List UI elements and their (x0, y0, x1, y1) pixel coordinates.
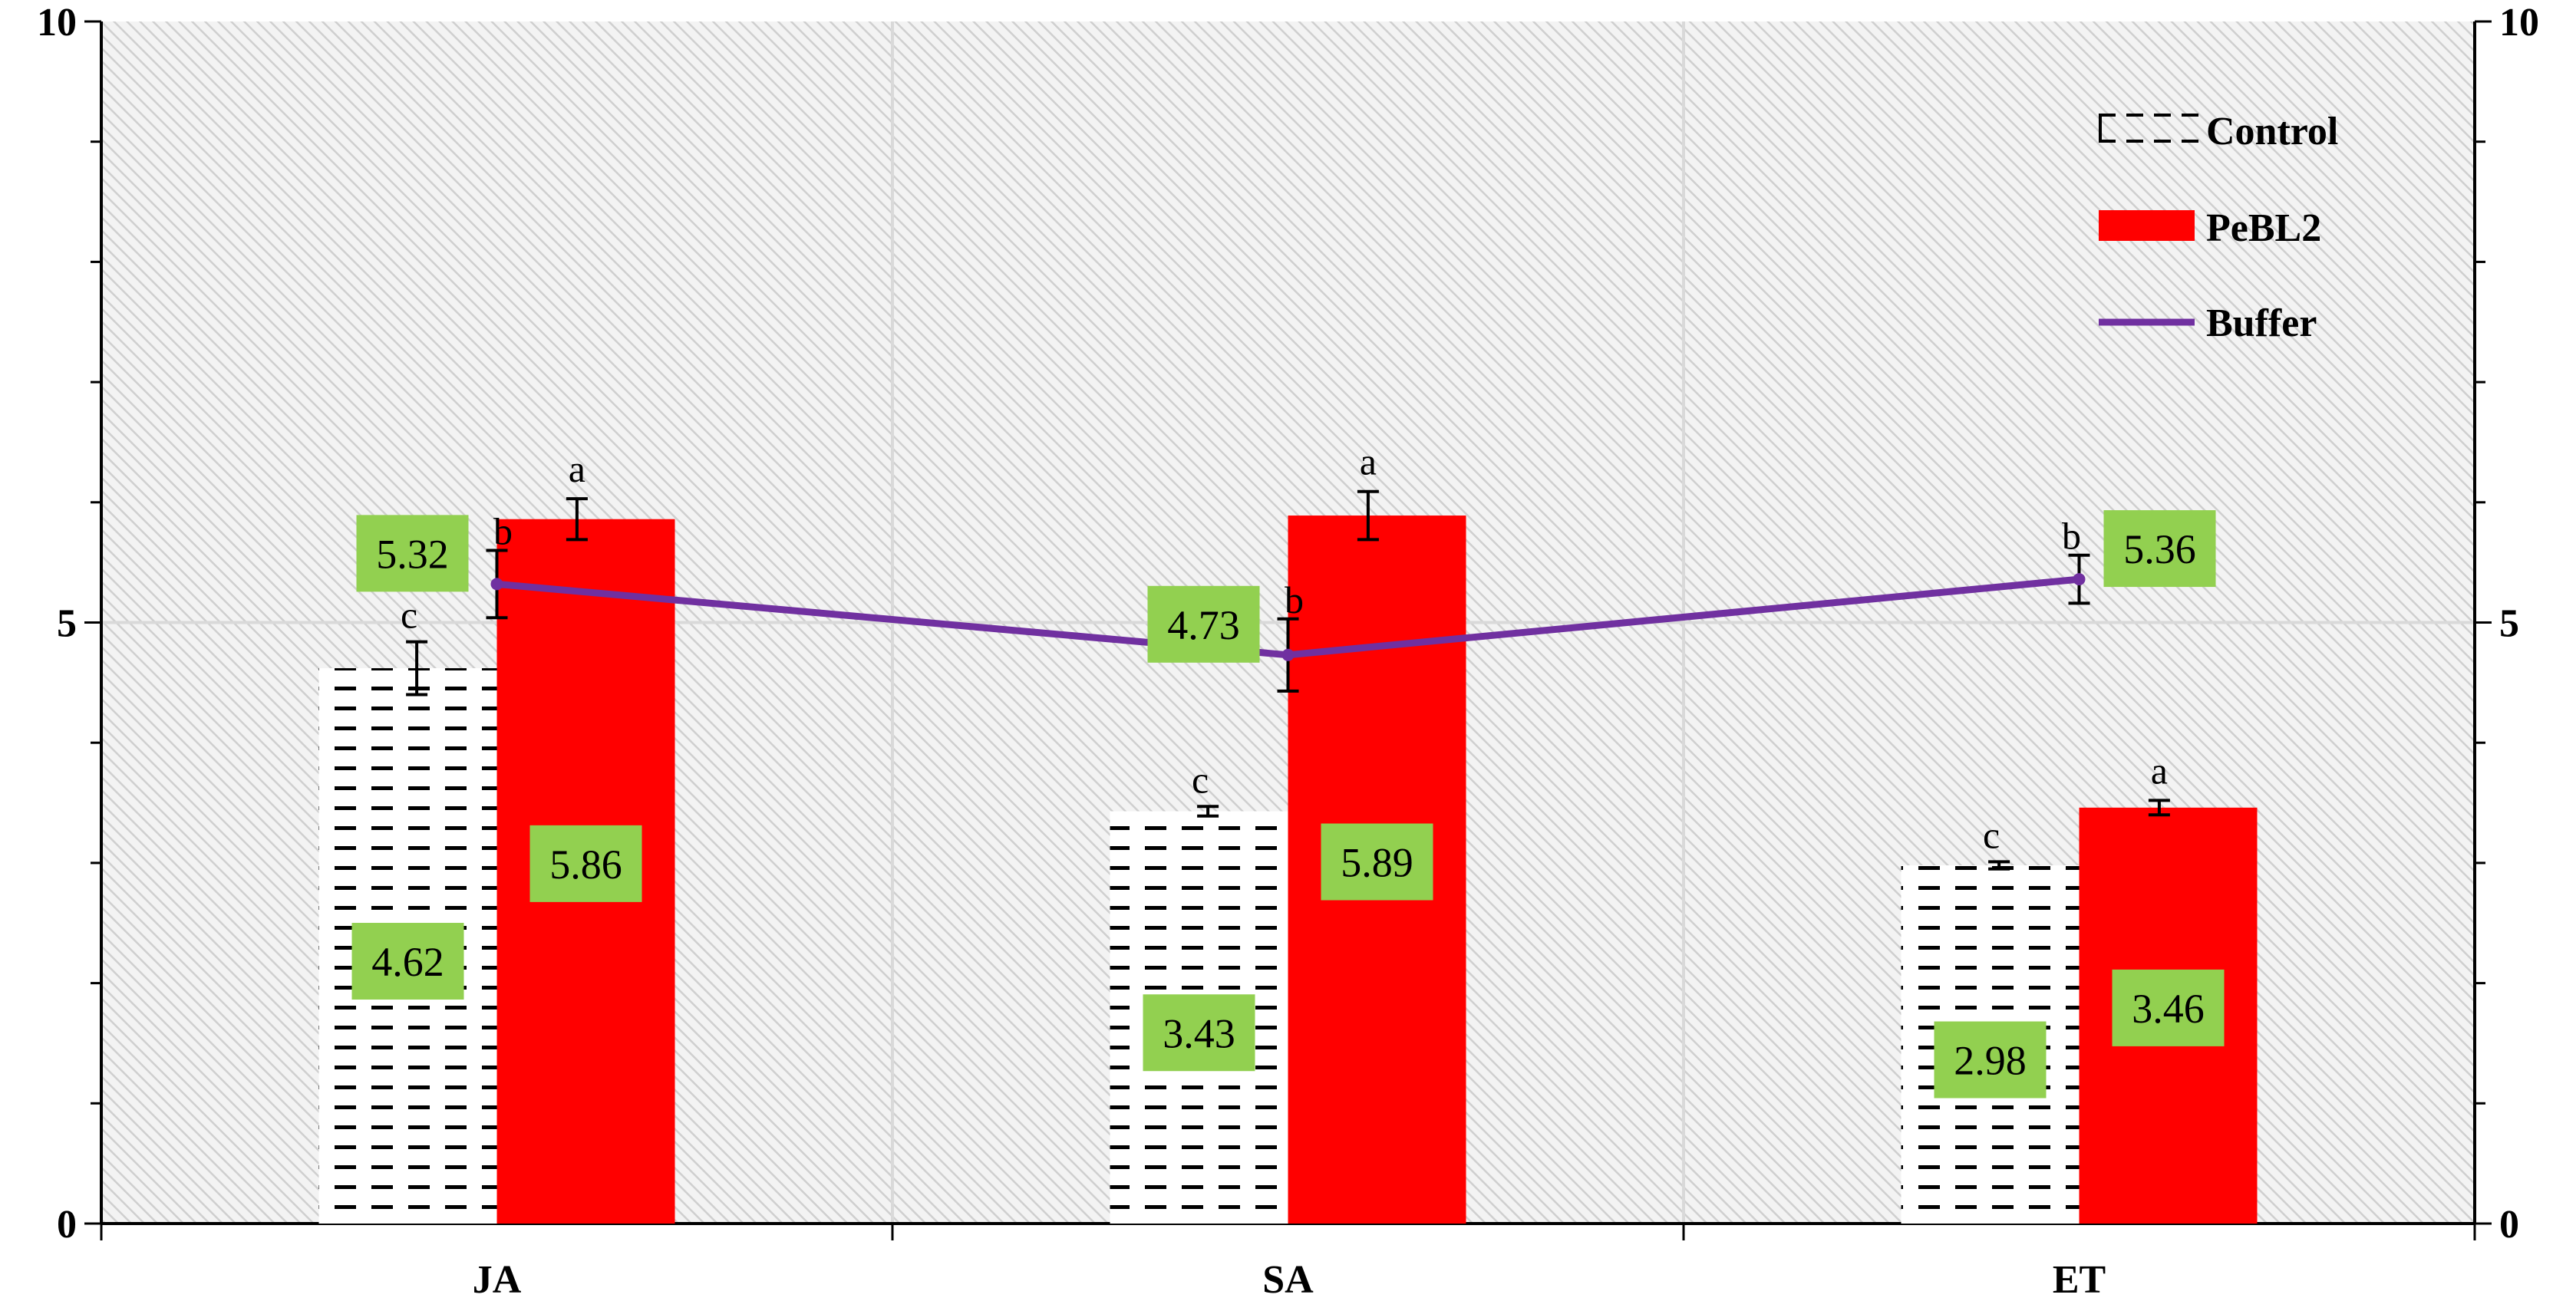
point-buffer-JA (490, 578, 503, 591)
sig-letter-buffer: b (493, 509, 513, 552)
svg-text:Buffer: Buffer (2206, 301, 2317, 345)
legend-item-pebl2: PeBL2 (2099, 206, 2321, 250)
y-tick-label-left: 5 (57, 602, 77, 646)
legend-item-control: Control (2099, 110, 2338, 153)
sig-letter-control: c (1983, 813, 2000, 856)
value-label-buffer-ET: 5.36 (2103, 510, 2216, 588)
value-label-control-SA: 3.43 (1143, 994, 1255, 1072)
value-label-control-JA: 4.62 (351, 923, 464, 1000)
sig-letter-buffer: b (2062, 515, 2081, 558)
y-tick-label-left: 10 (37, 1, 77, 44)
value-label-pebl2-ET: 3.46 (2112, 969, 2225, 1046)
sig-letter-control: c (401, 594, 417, 637)
svg-text:Control: Control (2206, 110, 2338, 153)
svg-text:5.89: 5.89 (1341, 840, 1413, 886)
sig-letter-buffer: b (1285, 578, 1304, 621)
svg-text:5.86: 5.86 (549, 842, 622, 888)
svg-text:5.36: 5.36 (2123, 526, 2196, 572)
svg-text:3.46: 3.46 (2132, 986, 2205, 1032)
x-category-label: JA (473, 1258, 522, 1302)
value-label-pebl2-SA: 5.89 (1321, 823, 1433, 901)
point-buffer-SA (1281, 648, 1295, 661)
y-tick-label-right: 10 (2499, 1, 2539, 44)
value-label-buffer-SA: 4.73 (1147, 585, 1260, 663)
error-bar-pebl2-ET (2148, 799, 2170, 817)
sig-letter-pebl2: a (2151, 749, 2168, 792)
svg-text:PeBL2: PeBL2 (2206, 206, 2321, 250)
value-label-control-ET: 2.98 (1934, 1021, 2047, 1099)
y-tick-label-right: 5 (2499, 602, 2519, 646)
y-tick-label-right: 0 (2499, 1203, 2519, 1247)
svg-text:3.43: 3.43 (1163, 1010, 1235, 1056)
sig-letter-pebl2: a (1360, 440, 1377, 483)
value-labels: c a 4.62 5.86 c a 3.43 5.89 c a 2.98 3.46 b 5.32 b 4.73… (351, 440, 2225, 1099)
svg-text:2.98: 2.98 (1954, 1038, 2027, 1084)
x-category-label: SA (1262, 1258, 1314, 1302)
sig-letter-pebl2: a (569, 447, 585, 490)
value-label-buffer-JA: 5.32 (356, 515, 469, 592)
error-bar-pebl2-SA (1357, 489, 1379, 542)
svg-text:5.32: 5.32 (376, 531, 449, 577)
svg-text:4.62: 4.62 (371, 939, 444, 985)
value-label-pebl2-JA: 5.86 (529, 825, 642, 902)
legend-item-buffer: Buffer (2099, 301, 2317, 345)
error-bar-control-JA (406, 640, 428, 697)
error-bar-control-SA (1197, 805, 1219, 818)
buffer-line (490, 573, 2086, 661)
legend: Control PeBL2 Buffer (2099, 110, 2338, 345)
point-buffer-ET (2073, 573, 2086, 586)
error-bar-control-ET (1988, 860, 2010, 871)
x-category-label: ET (2053, 1258, 2106, 1302)
sig-letter-control: c (1192, 758, 1209, 801)
svg-text:4.73: 4.73 (1167, 602, 1240, 648)
y-tick-label-left: 0 (57, 1203, 77, 1247)
error-bar-pebl2-JA (566, 497, 588, 542)
